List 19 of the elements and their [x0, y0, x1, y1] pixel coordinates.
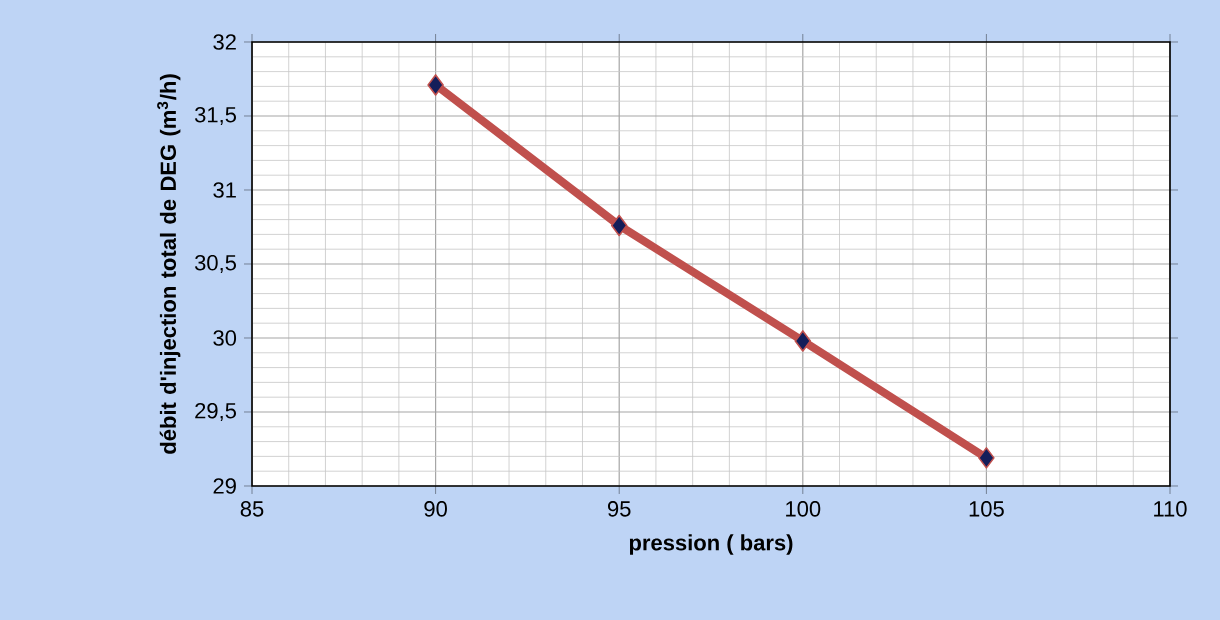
y-tick-label: 32	[213, 34, 236, 50]
x-tick-label: 105	[969, 501, 1004, 517]
y-tick-label: 31,5	[194, 106, 236, 126]
y-tick-label: 30,5	[194, 254, 236, 274]
x-tick-label: 110	[1154, 501, 1187, 517]
x-tick-label: 90	[424, 501, 447, 517]
y-axis-title: débit d'injection total de DEG (m$^{3}$/h)	[157, 74, 181, 454]
point	[794, 330, 812, 352]
point	[427, 74, 444, 96]
y-tick-label: 29	[213, 478, 236, 494]
x-tick-label: 100	[786, 501, 821, 517]
y-tick-label: 31	[213, 182, 236, 198]
x-axis-title: pression ( bars)	[629, 534, 793, 555]
x-tick-label: 85	[240, 501, 264, 517]
point	[978, 447, 995, 469]
y-tick-label: 30	[213, 330, 237, 346]
y-tick-label: 29,5	[195, 402, 236, 422]
x-tick-label: 95	[608, 501, 631, 517]
point	[610, 214, 628, 237]
